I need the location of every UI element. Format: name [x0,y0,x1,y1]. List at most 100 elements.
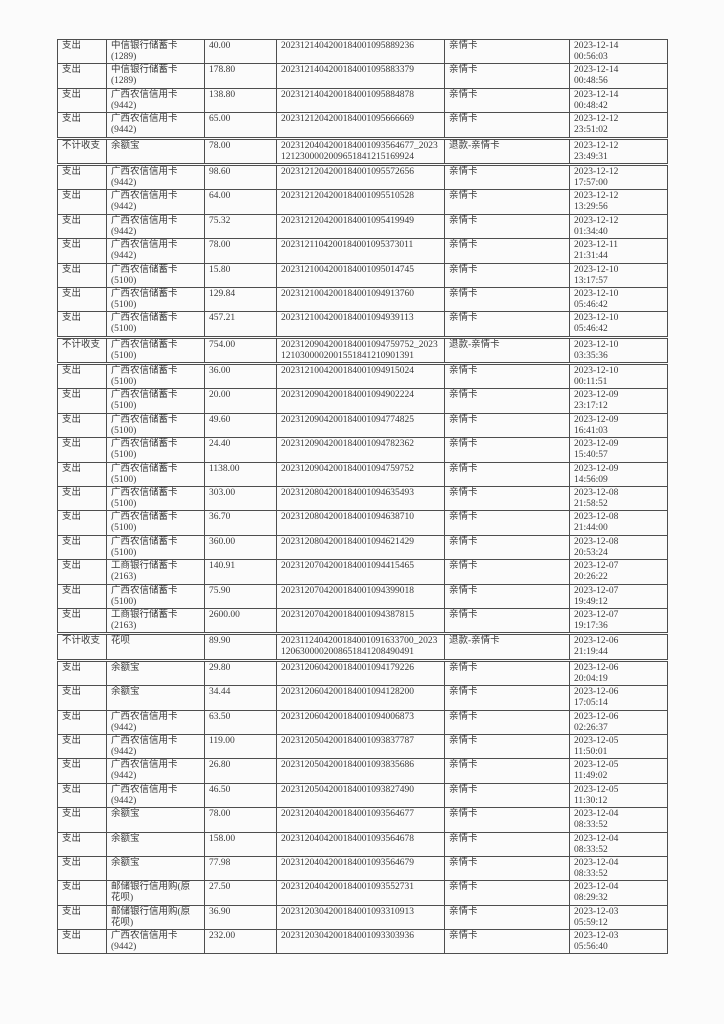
cell-datetime: 2023-12-14 00:56:03 [569,38,668,65]
cell-type: 支出 [57,388,107,414]
cell-account: 广西农信储蓄卡 (5100) [106,486,205,512]
cell-type: 不计收支 [57,632,107,662]
cell-type: 支出 [57,880,107,906]
cell-account: 广西农信储蓄卡 (5100) [106,311,205,338]
cell-datetime: 2023-12-11 21:31:44 [569,238,668,264]
cell-transaction-id: 2023120804200184001094621429 [276,534,445,561]
cell-type: 支出 [57,262,107,288]
cell-transaction-id: 2023121204200184001095666669 [276,112,445,139]
cell-tag: 亲情卡 [444,685,570,711]
cell-transaction-id: 2023120304200184001093310913 [276,904,445,931]
cell-amount: 29.80 [204,659,277,687]
cell-datetime: 2023-12-03 05:59:12 [569,904,668,931]
cell-transaction-id: 2023121204200184001095419949 [276,213,445,240]
cell-transaction-id: 2023120504200184001093827490 [276,782,445,809]
cell-account: 余额宝 [106,855,205,882]
cell-amount: 98.60 [204,163,277,191]
cell-account: 广西农信信用卡 (9442) [106,709,205,735]
cell-tag: 亲情卡 [444,163,570,191]
cell-account: 广西农信储蓄卡 (5100) [106,461,205,488]
cell-datetime: 2023-12-09 16:41:03 [569,412,668,439]
table-row: 支出 广西农信储蓄卡 (5100) 360.00 202312080420018400… [57,534,668,561]
cell-type: 支出 [57,437,107,463]
cell-type: 支出 [57,831,107,857]
cell-amount: 119.00 [204,733,277,760]
cell-type: 支出 [57,534,107,561]
cell-transaction-id: 2023120704200184001094387815 [276,607,445,635]
cell-type: 支出 [57,583,107,609]
cell-tag: 亲情卡 [444,87,570,114]
cell-tag: 亲情卡 [444,758,570,784]
cell-account: 广西农信储蓄卡 (5100) [106,510,205,536]
cell-amount: 36.90 [204,904,277,931]
cell-tag: 亲情卡 [444,855,570,882]
cell-amount: 158.00 [204,831,277,857]
cell-datetime: 2023-12-07 20:26:22 [569,559,668,585]
cell-amount: 75.90 [204,583,277,609]
cell-amount: 64.00 [204,189,277,215]
cell-transaction-id: 2023120904200184001094782362 [276,437,445,463]
cell-account: 广西农信储蓄卡 (5100) [106,286,205,313]
cell-transaction-id: 2023120504200184001093835686 [276,758,445,784]
cell-tag: 退款-亲情卡 [444,632,570,662]
cell-amount: 20.00 [204,388,277,414]
table-row: 支出 余额宝 78.00 2023120404200184001093564677 亲情… [57,807,668,833]
cell-type: 支出 [57,685,107,711]
table-row: 支出 广西农信储蓄卡 (5100) 24.40 2023120904200184001… [57,437,668,463]
cell-datetime: 2023-12-04 08:33:52 [569,855,668,882]
table-row: 支出 广西农信信用卡 (9442) 63.50 2023120604200184001… [57,709,668,735]
cell-datetime: 2023-12-05 11:50:01 [569,733,668,760]
cell-datetime: 2023-12-09 15:40:57 [569,437,668,463]
cell-type: 不计收支 [57,136,107,166]
table-row: 支出 广西农信信用卡 (9442) 119.00 202312050420018400… [57,733,668,760]
cell-tag: 亲情卡 [444,904,570,931]
cell-type: 支出 [57,758,107,784]
cell-tag: 亲情卡 [444,733,570,760]
cell-type: 支出 [57,38,107,65]
cell-transaction-id: 2023121004200184001094913760 [276,286,445,313]
table-row: 支出 广西农信储蓄卡 (5100) 36.70 2023120804200184001… [57,510,668,536]
cell-tag: 亲情卡 [444,412,570,439]
cell-account: 余额宝 [106,136,205,166]
table-row: 不计收支 余额宝 78.00 2023120404200184001093564677… [57,136,668,166]
cell-tag: 亲情卡 [444,929,570,955]
table-row: 支出 广西农信信用卡 (9442) 64.00 2023121204200184001… [57,189,668,215]
cell-transaction-id: 2023121104200184001095373011 [276,238,445,264]
cell-transaction-id: 2023120804200184001094638710 [276,510,445,536]
cell-transaction-id: 2023120404200184001093564678 [276,831,445,857]
cell-tag: 亲情卡 [444,831,570,857]
table-row: 支出 广西农信储蓄卡 (5100) 129.84 202312100420018400… [57,286,668,313]
cell-account: 余额宝 [106,685,205,711]
cell-tag: 亲情卡 [444,709,570,735]
cell-amount: 78.00 [204,136,277,166]
cell-datetime: 2023-12-12 01:34:40 [569,213,668,240]
cell-type: 支出 [57,163,107,191]
cell-type: 支出 [57,286,107,313]
cell-amount: 89.90 [204,632,277,662]
cell-amount: 754.00 [204,335,277,366]
cell-transaction-id: 2023120604200184001094006873 [276,709,445,735]
cell-amount: 36.70 [204,510,277,536]
cell-type: 支出 [57,510,107,536]
cell-datetime: 2023-12-09 14:56:09 [569,461,668,488]
table-body: 支出 中信银行储蓄卡 (1289) 40.00 2023121404200184001… [57,38,668,955]
cell-type: 支出 [57,709,107,735]
cell-account: 广西农信储蓄卡 (5100) [106,388,205,414]
table-row: 支出 广西农信储蓄卡 (5100) 303.00 202312080420018400… [57,486,668,512]
table-row: 支出 广西农信信用卡 (9442) 26.80 2023120504200184001… [57,758,668,784]
cell-datetime: 2023-12-03 05:56:40 [569,929,668,955]
cell-account: 广西农信储蓄卡 (5100) [106,262,205,288]
cell-tag: 亲情卡 [444,659,570,687]
cell-amount: 77.98 [204,855,277,882]
cell-account: 广西农信储蓄卡 (5100) [106,583,205,609]
table-row: 支出 中信银行储蓄卡 (1289) 40.00 2023121404200184001… [57,38,668,65]
cell-amount: 46.50 [204,782,277,809]
cell-datetime: 2023-12-06 21:19:44 [569,632,668,662]
cell-type: 支出 [57,87,107,114]
cell-datetime: 2023-12-05 11:30:12 [569,782,668,809]
cell-datetime: 2023-12-12 13:29:56 [569,189,668,215]
cell-transaction-id: 2023120404200184001093552731 [276,880,445,906]
cell-amount: 2600.00 [204,607,277,635]
cell-amount: 65.00 [204,112,277,139]
table-row: 支出 广西农信信用卡 (9442) 75.32 2023121204200184001… [57,213,668,240]
